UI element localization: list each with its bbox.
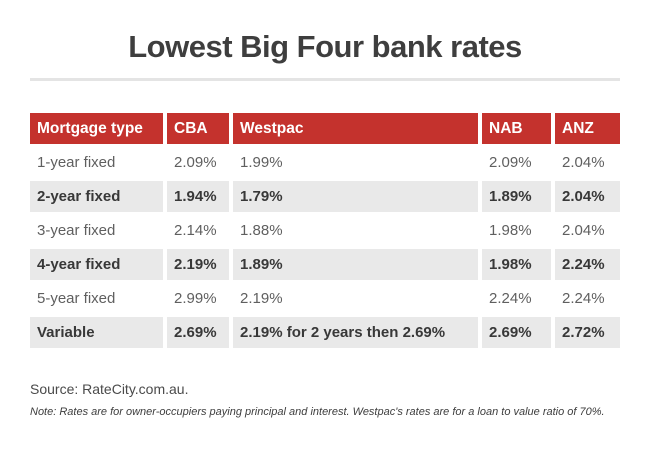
rates-table: Mortgage type CBA Westpac NAB ANZ 1-year… (30, 113, 620, 351)
cba-rate-cell: 1.94% (167, 181, 233, 215)
note-text: Note: Rates are for owner-occupiers payi… (30, 406, 605, 418)
anz-rate-cell: 2.24% (555, 283, 620, 317)
cba-rate-cell: 2.09% (167, 147, 233, 181)
cba-rate-cell: 2.14% (167, 215, 233, 249)
cba-rate-cell: 2.69% (167, 317, 233, 351)
westpac-rate-cell: 2.19% for 2 years then 2.69% (233, 317, 482, 351)
nab-rate-cell: 1.89% (482, 181, 555, 215)
westpac-rate-cell: 1.99% (233, 147, 482, 181)
column-header-cba: CBA (167, 113, 233, 147)
cba-rate-cell: 2.19% (167, 249, 233, 283)
mortgage-type-cell: 3-year fixed (30, 215, 167, 249)
table-row: Variable 2.69% 2.19% for 2 years then 2.… (30, 317, 620, 351)
nab-rate-cell: 2.09% (482, 147, 555, 181)
table-row: 4-year fixed 2.19% 1.89% 1.98% 2.24% (30, 249, 620, 283)
mortgage-type-cell: 1-year fixed (30, 147, 167, 181)
westpac-rate-cell: 1.89% (233, 249, 482, 283)
cba-rate-cell: 2.99% (167, 283, 233, 317)
table-row: 3-year fixed 2.14% 1.88% 1.98% 2.04% (30, 215, 620, 249)
westpac-rate-cell: 1.79% (233, 181, 482, 215)
column-header-nab: NAB (482, 113, 555, 147)
mortgage-type-cell: Variable (30, 317, 167, 351)
anz-rate-cell: 2.24% (555, 249, 620, 283)
anz-rate-cell: 2.04% (555, 215, 620, 249)
mortgage-type-cell: 5-year fixed (30, 283, 167, 317)
anz-rate-cell: 2.04% (555, 147, 620, 181)
column-header-mortgage-type: Mortgage type (30, 113, 167, 147)
column-header-westpac: Westpac (233, 113, 482, 147)
westpac-rate-cell: 2.19% (233, 283, 482, 317)
nab-rate-cell: 2.24% (482, 283, 555, 317)
column-header-anz: ANZ (555, 113, 620, 147)
nab-rate-cell: 1.98% (482, 215, 555, 249)
table-header-row: Mortgage type CBA Westpac NAB ANZ (30, 113, 620, 147)
table-row: 2-year fixed 1.94% 1.79% 1.89% 2.04% (30, 181, 620, 215)
anz-rate-cell: 2.04% (555, 181, 620, 215)
nab-rate-cell: 1.98% (482, 249, 555, 283)
source-text: Source: RateCity.com.au. (30, 381, 189, 397)
page-title: Lowest Big Four bank rates (128, 29, 522, 64)
title-divider (30, 78, 620, 81)
anz-rate-cell: 2.72% (555, 317, 620, 351)
table-row: 1-year fixed 2.09% 1.99% 2.09% 2.04% (30, 147, 620, 181)
westpac-rate-cell: 1.88% (233, 215, 482, 249)
mortgage-type-cell: 2-year fixed (30, 181, 167, 215)
table-row: 5-year fixed 2.99% 2.19% 2.24% 2.24% (30, 283, 620, 317)
mortgage-type-cell: 4-year fixed (30, 249, 167, 283)
nab-rate-cell: 2.69% (482, 317, 555, 351)
